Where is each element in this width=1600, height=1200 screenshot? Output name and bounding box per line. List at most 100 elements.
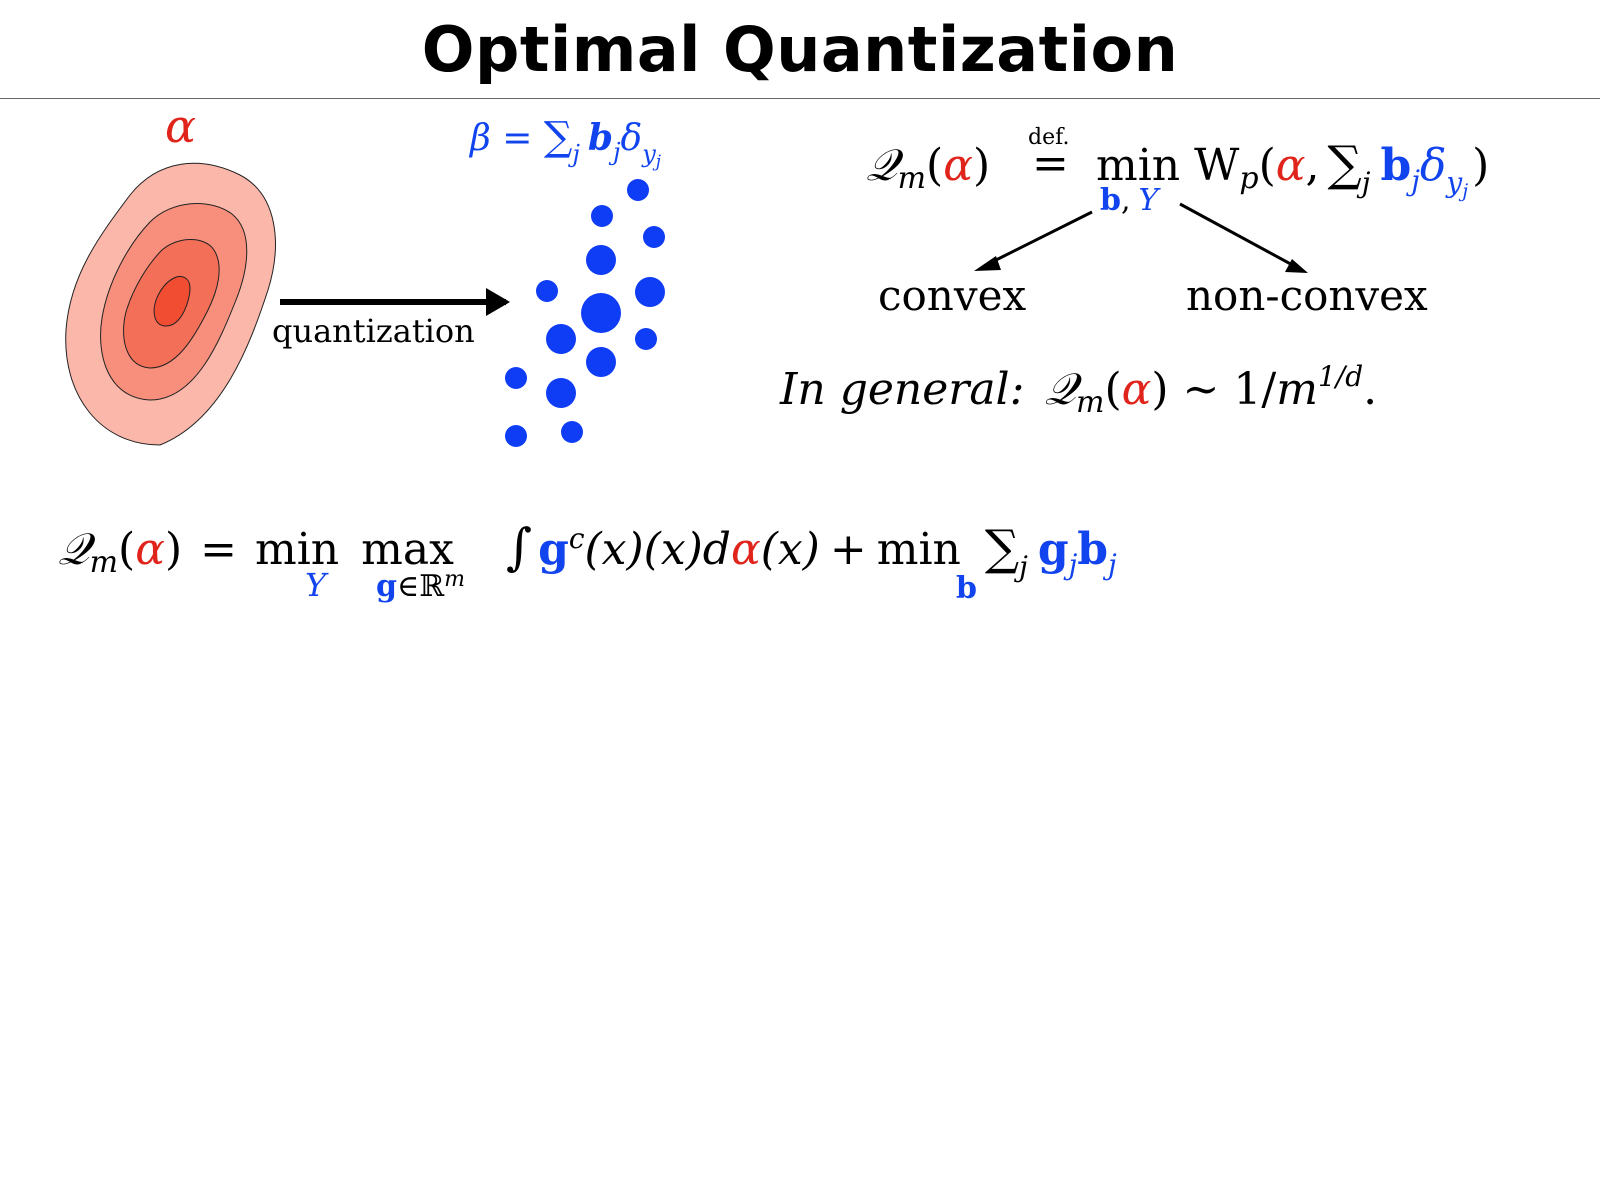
dirac-dot-1 [627,179,649,201]
dirac-dot-2 [591,205,613,227]
beta-b: b [588,117,613,159]
gen-paren-close: ) [1151,364,1168,415]
svg-text:b,Y: b, Y [1100,183,1162,218]
w-comma: , [1305,140,1319,191]
svg-text:In general:𝒬m(α) ~ 1/m1/d.: In general: 𝒬m(α) ~ 1/m1/d. [779,360,1377,420]
beta-eq-sign: = [491,118,544,159]
alpha-density-contours [65,162,276,446]
dirac-dot-12 [546,378,576,408]
paren-close: ) [973,140,990,191]
bot-Q-m: m [90,545,118,580]
w-paren-open: ( [1259,140,1276,191]
Q-subscript-m: m [898,161,926,196]
wasserstein-W: W [1194,140,1240,191]
bot-max-under-g: g [376,569,397,604]
w-delta: δ [1420,140,1447,191]
quantization-definition-formula: 𝒬m(α) def. = min Wp(α, ∑j bjδyj) b, Y [866,125,1489,218]
arrow-to-nonconvex [1179,202,1299,270]
paren-open: ( [926,140,943,191]
bot-g: g [538,524,569,575]
def-equals: = [1032,138,1069,189]
dirac-dot-9 [635,328,657,350]
dirac-dot-4 [586,245,616,275]
beta-delta: δ [621,118,643,159]
beta-symbol: β [468,118,491,159]
bot-paren-open: ( [118,524,135,575]
gen-period: . [1363,364,1377,415]
gen-m: m [1276,364,1318,415]
dirac-dot-13 [505,425,527,447]
bot-g-superscript-c: c [569,522,585,555]
beta-dirac-dots [505,179,665,447]
beta-delta-y: y [641,140,656,168]
dirac-dot-5 [536,280,558,302]
min-under-Y: Y [1139,183,1162,218]
bot-min2: min [877,524,961,575]
arrowhead-nonconvex [1285,259,1308,273]
min-under-b: b [1100,183,1121,218]
def-label: def. [1028,125,1069,150]
bot-alpha: α [135,524,165,575]
bot-x-dx: (x)(x)d [585,524,731,575]
dirac-dot-3 [643,226,665,248]
gen-exponent: 1/d [1318,360,1363,393]
title-divider [0,98,1600,99]
general-rate-formula: In general: 𝒬m(α) ~ 1/m1/d. [779,360,1377,420]
w-sum: ∑ [1327,136,1361,192]
gen-sim-one-over: ~ 1/ [1169,364,1277,415]
nonconvex-label: non-convex [1186,271,1428,320]
arrow-to-convex [983,210,1093,268]
beta-delta-y-index: j [652,152,662,172]
dual-formula: 𝒬m(α) = min max Y g∈ℝm ∫ gc(x)(x)dα(x) + min ∑j… [58,518,1117,606]
bot-plus: + [830,524,867,575]
bot-d-alpha: α [731,524,761,575]
dirac-dot-6 [635,277,665,307]
bot-alpha-x: (x) [761,524,820,575]
svg-text:𝒬m(α): 𝒬m(α) [866,140,990,196]
quantization-arrowhead [486,288,510,316]
bot-sum: ∑ [985,520,1019,576]
convex-label: convex [878,271,1026,320]
contour-inner [153,275,191,327]
dirac-dot-10 [586,347,616,377]
bot-b-j: b [1077,524,1108,575]
bot-g-j: g [1038,524,1069,575]
min-operator: min [1096,140,1180,191]
dirac-dot-8 [546,324,576,354]
bot-max: max [361,524,454,575]
bot-equals: = [200,524,237,575]
bot-integral: ∫ [506,518,532,576]
w-delta-y: y [1444,166,1463,199]
alpha-symbol: α [165,99,196,153]
w-alpha: α [1276,140,1306,191]
dirac-dot-11 [505,367,527,389]
svg-text:g∈ℝm: g∈ℝm [376,567,465,604]
beta-sum-sign: ∑ [544,114,573,160]
min-under-comma: , [1121,183,1131,218]
bot-min-under-Y: Y [305,566,329,604]
arrowhead-convex [974,256,1001,271]
beta-definition: β = ∑j bjδyj [468,114,662,172]
bot-min: min [255,524,339,575]
in-general-label: In general: [779,364,1024,415]
gen-alpha: α [1122,364,1152,415]
dirac-dot-7 [581,293,621,333]
bot-max-under-in-R: ∈ℝ [397,569,445,604]
gen-paren-open: ( [1105,364,1122,415]
alpha-arg: α [943,140,973,191]
dirac-dot-14 [561,421,583,443]
quantization-label: quantization [272,312,475,350]
bot-min2-under-b: b [956,571,977,606]
bot-max-under-m: m [444,567,465,592]
w-delta-y-index: j [1458,180,1468,202]
wasserstein-p: p [1239,161,1258,196]
bot-paren-close: ) [165,524,182,575]
w-b: b [1380,140,1411,191]
w-paren-close: ) [1472,140,1489,191]
gen-Q-m: m [1076,385,1104,420]
